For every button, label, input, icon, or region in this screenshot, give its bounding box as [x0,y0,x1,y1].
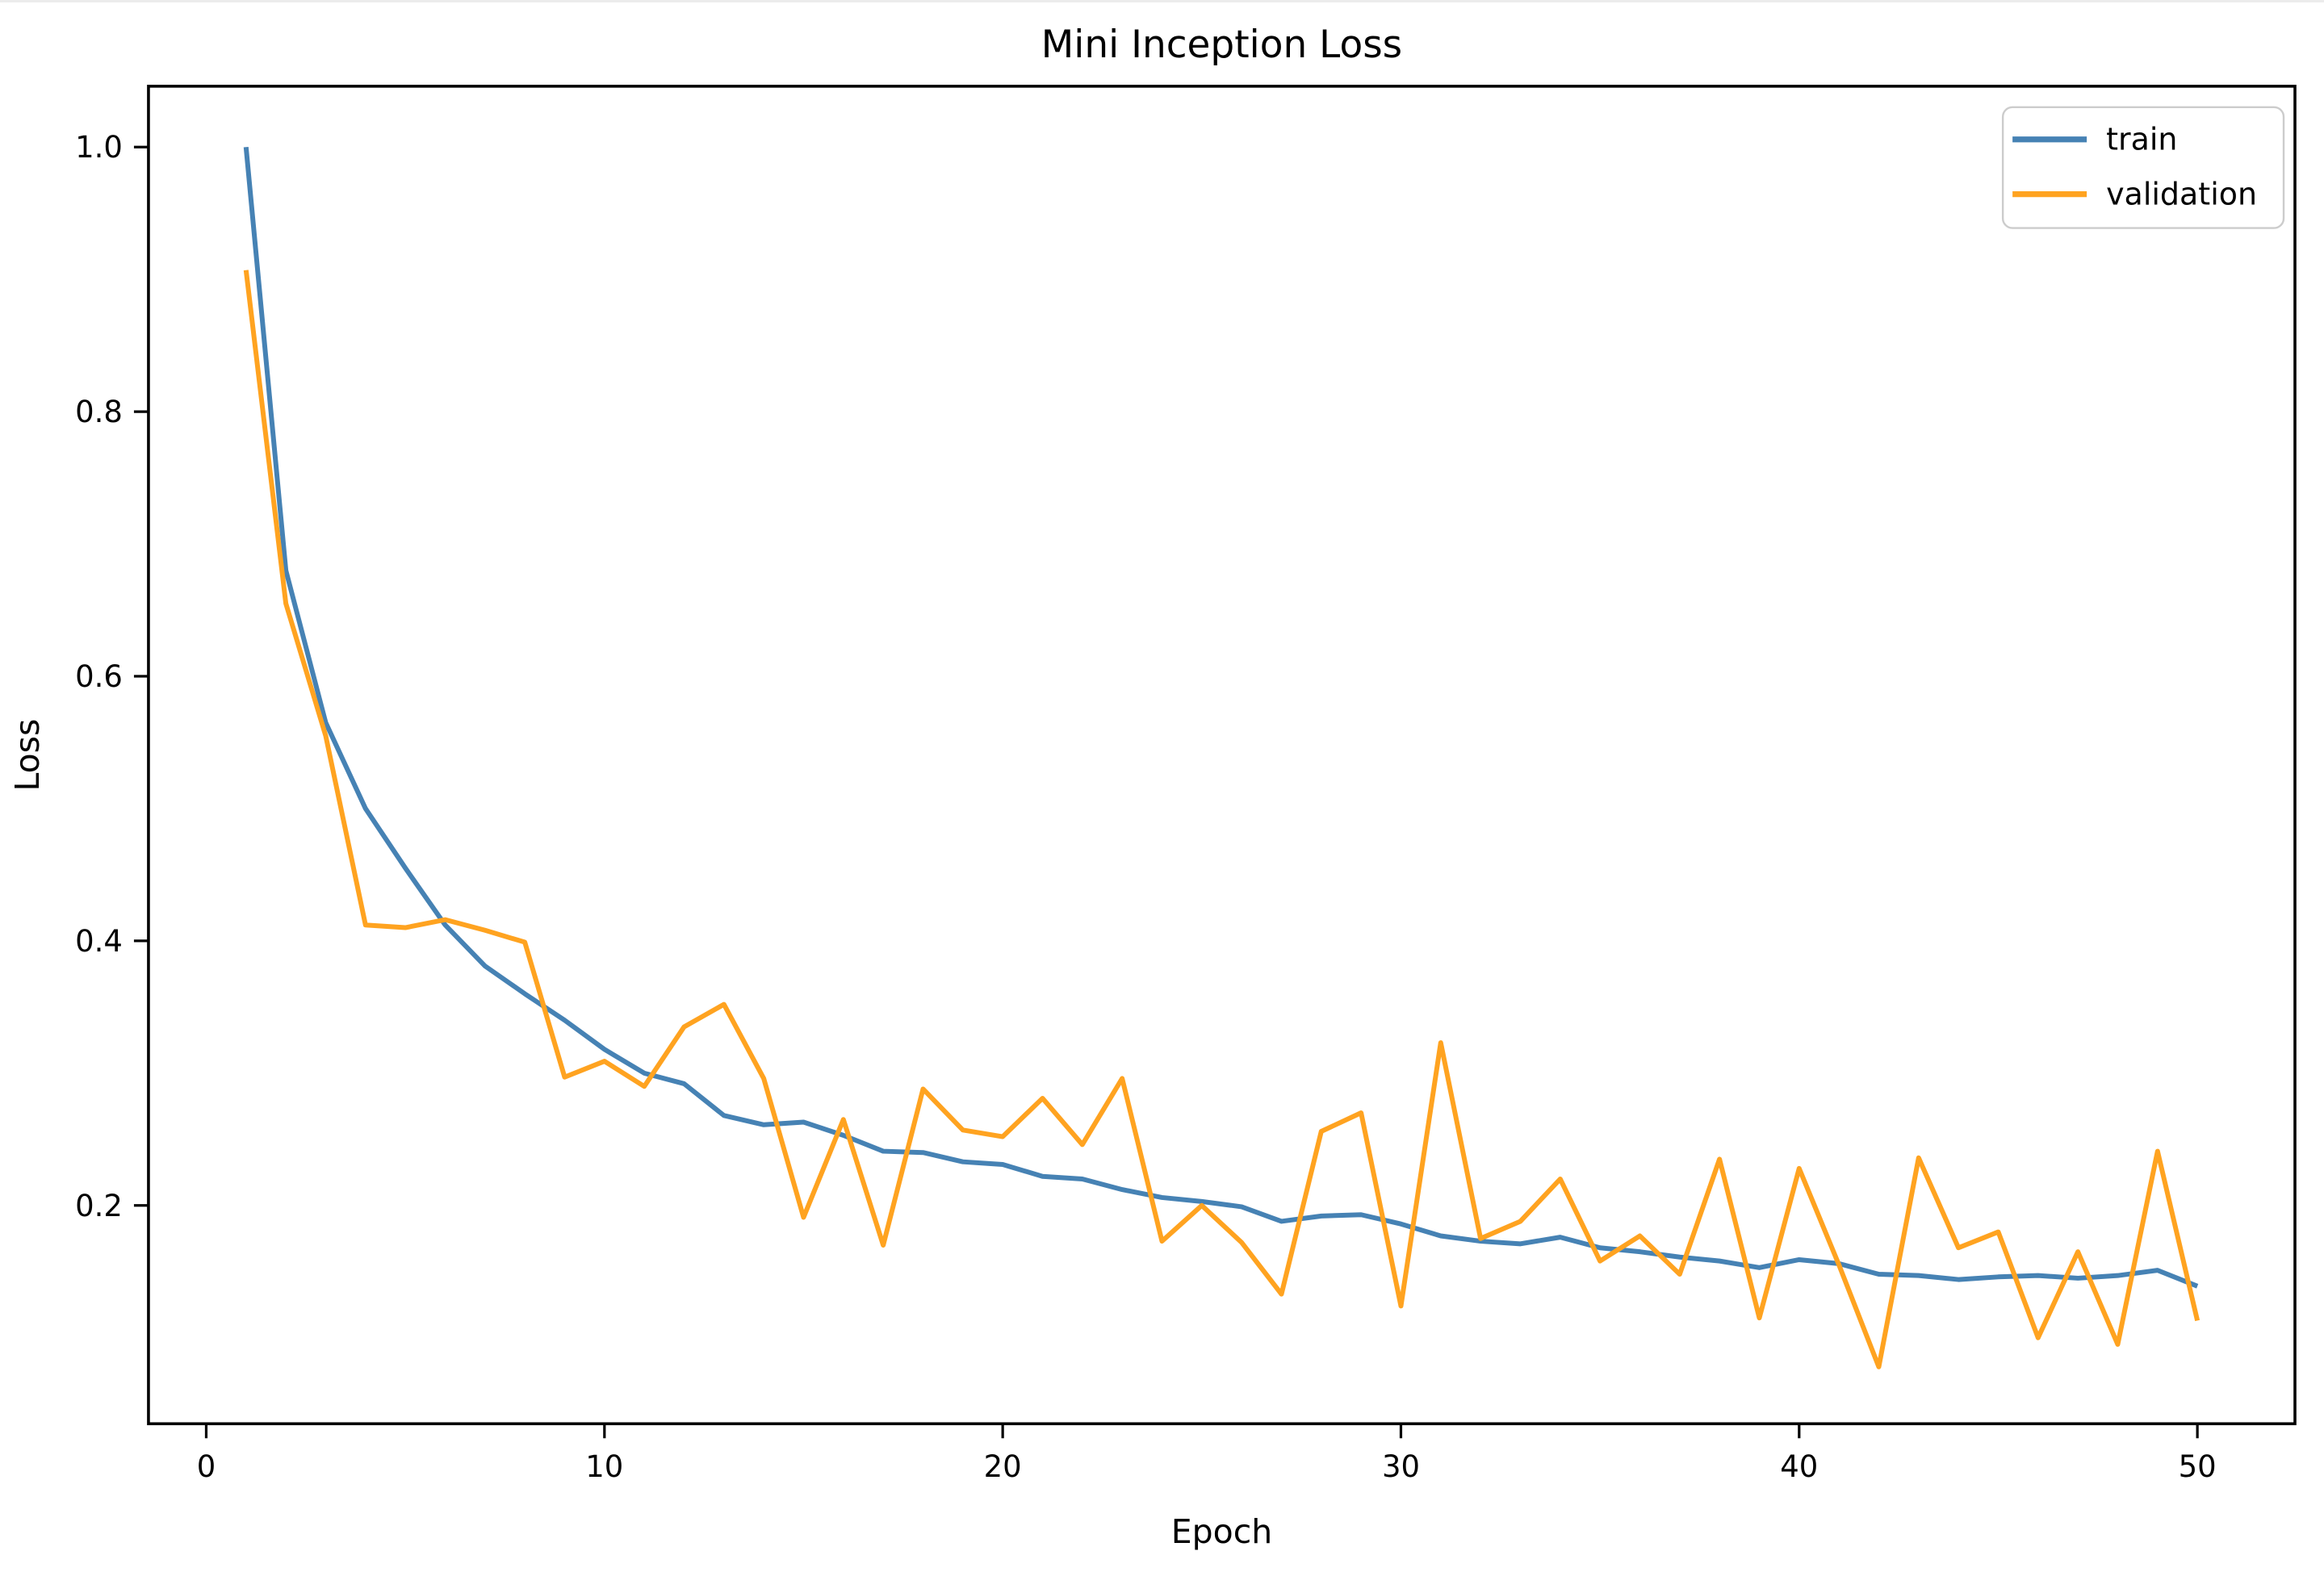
x-tick-label: 10 [585,1449,623,1484]
validation-line [243,270,2200,1369]
x-axis-ticks: 0 10 20 30 40 50 [197,1424,2217,1484]
x-tick-label: 40 [1780,1449,1818,1484]
y-tick-label: 0.8 [75,395,123,429]
x-tick-label: 50 [2179,1449,2217,1484]
y-axis-label: Loss [8,719,47,792]
x-tick-label: 30 [1382,1449,1420,1484]
x-axis-label: Epoch [1171,1512,1272,1551]
chart-title: Mini Inception Loss [1041,23,1402,67]
series-lines [243,146,2200,1369]
x-tick-label: 20 [984,1449,1022,1484]
x-tick-label: 0 [197,1449,216,1484]
y-tick-label: 0.2 [75,1189,123,1223]
y-tick-label: 1.0 [75,130,123,165]
plot-area-border [147,85,2297,1426]
train-line [243,146,2199,1289]
legend-label-train: train [2106,122,2177,157]
y-tick-label: 0.4 [75,924,123,959]
legend: train validation [2001,106,2285,229]
legend-label-validation: validation [2106,177,2257,212]
y-tick-label: 0.6 [75,659,123,694]
y-axis-ticks: 0.2 0.4 0.6 0.8 1.0 [75,130,149,1223]
